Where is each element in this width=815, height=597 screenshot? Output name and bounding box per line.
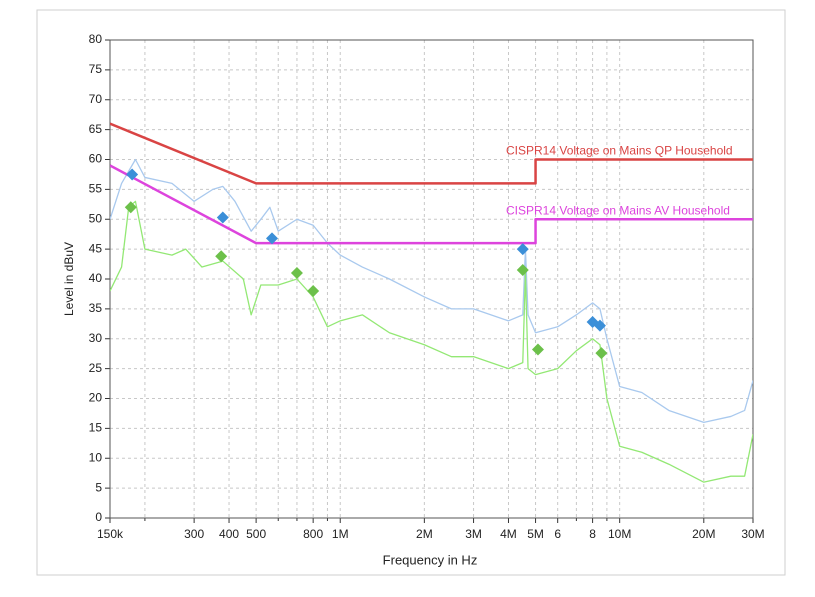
- x-tick-label: 300: [184, 527, 204, 541]
- series-line: [110, 122, 753, 185]
- marker: [266, 232, 279, 245]
- x-tick-label: 10M: [608, 527, 631, 541]
- marker: [215, 250, 228, 263]
- y-tick-label: 30: [89, 331, 103, 345]
- y-tick-label: 65: [89, 122, 103, 136]
- y-tick-label: 10: [89, 450, 103, 464]
- x-tick-label: 800: [303, 527, 323, 541]
- y-tick-label: 60: [89, 152, 103, 166]
- x-tick-label: 500: [246, 527, 266, 541]
- x-tick-label: 400: [219, 527, 239, 541]
- series-line: [110, 164, 753, 245]
- x-tick-label: 2M: [416, 527, 433, 541]
- y-tick-label: 70: [89, 92, 103, 106]
- plot-layer: CISPR14 Voltage on Mains QP Household CIS…: [110, 122, 753, 483]
- y-tick-label: 20: [89, 391, 103, 405]
- marker: [531, 343, 544, 356]
- y-tick-label: 35: [89, 301, 103, 315]
- marker: [126, 168, 139, 181]
- x-tick-label: 4M: [500, 527, 517, 541]
- plot-border: [109, 39, 754, 519]
- marker: [595, 347, 608, 360]
- marker: [516, 243, 529, 256]
- y-tick-label: 40: [89, 271, 103, 285]
- y-tick-label: 0: [95, 510, 102, 524]
- x-tick-label: 6: [554, 527, 561, 541]
- x-tick-label: 8: [589, 527, 596, 541]
- y-tick-label: 50: [89, 211, 103, 225]
- y-tick-label: 45: [89, 241, 103, 255]
- x-tick-label: 1M: [332, 527, 349, 541]
- x-tick-label: 150k: [97, 527, 124, 541]
- x-tick-label: 5M: [527, 527, 544, 541]
- y-tick-label: 5: [95, 480, 102, 494]
- series-line: [110, 158, 753, 424]
- marker: [593, 319, 606, 332]
- y-tick-label: 25: [89, 361, 103, 375]
- limit-label: CISPR14 Voltage on Mains AV Household: [506, 203, 730, 217]
- marker: [516, 264, 529, 277]
- y-tick-label: 15: [89, 421, 103, 435]
- x-tick-label: 20M: [692, 527, 715, 541]
- x-tick-label: 3M: [465, 527, 482, 541]
- x-tick-label: 30M: [741, 527, 764, 541]
- limit-label: CISPR14 Voltage on Mains QP Household: [506, 144, 733, 158]
- y-axis-label: Level in dBuV: [62, 242, 76, 316]
- y-tick-label: 55: [89, 182, 103, 196]
- y-tick-label: 80: [89, 32, 103, 46]
- x-axis-label: Frequency in Hz: [383, 552, 478, 567]
- y-tick-label: 75: [89, 62, 103, 76]
- marker: [307, 284, 320, 297]
- marker: [290, 267, 303, 280]
- marker: [216, 211, 229, 224]
- marker: [124, 201, 137, 214]
- series-line: [110, 200, 753, 483]
